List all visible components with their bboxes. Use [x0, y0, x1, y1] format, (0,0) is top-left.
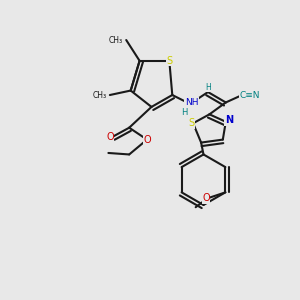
Text: O: O [202, 193, 210, 203]
Text: O: O [106, 132, 114, 142]
Text: N: N [225, 115, 233, 125]
Text: O: O [143, 135, 151, 145]
Text: S: S [166, 56, 172, 66]
Text: CH₃: CH₃ [109, 35, 123, 44]
Text: H: H [181, 108, 188, 117]
Text: S: S [188, 118, 195, 128]
Text: NH: NH [185, 98, 198, 107]
Text: H: H [205, 83, 211, 92]
Text: C≡N: C≡N [239, 91, 260, 100]
Text: CH₃: CH₃ [93, 91, 107, 100]
